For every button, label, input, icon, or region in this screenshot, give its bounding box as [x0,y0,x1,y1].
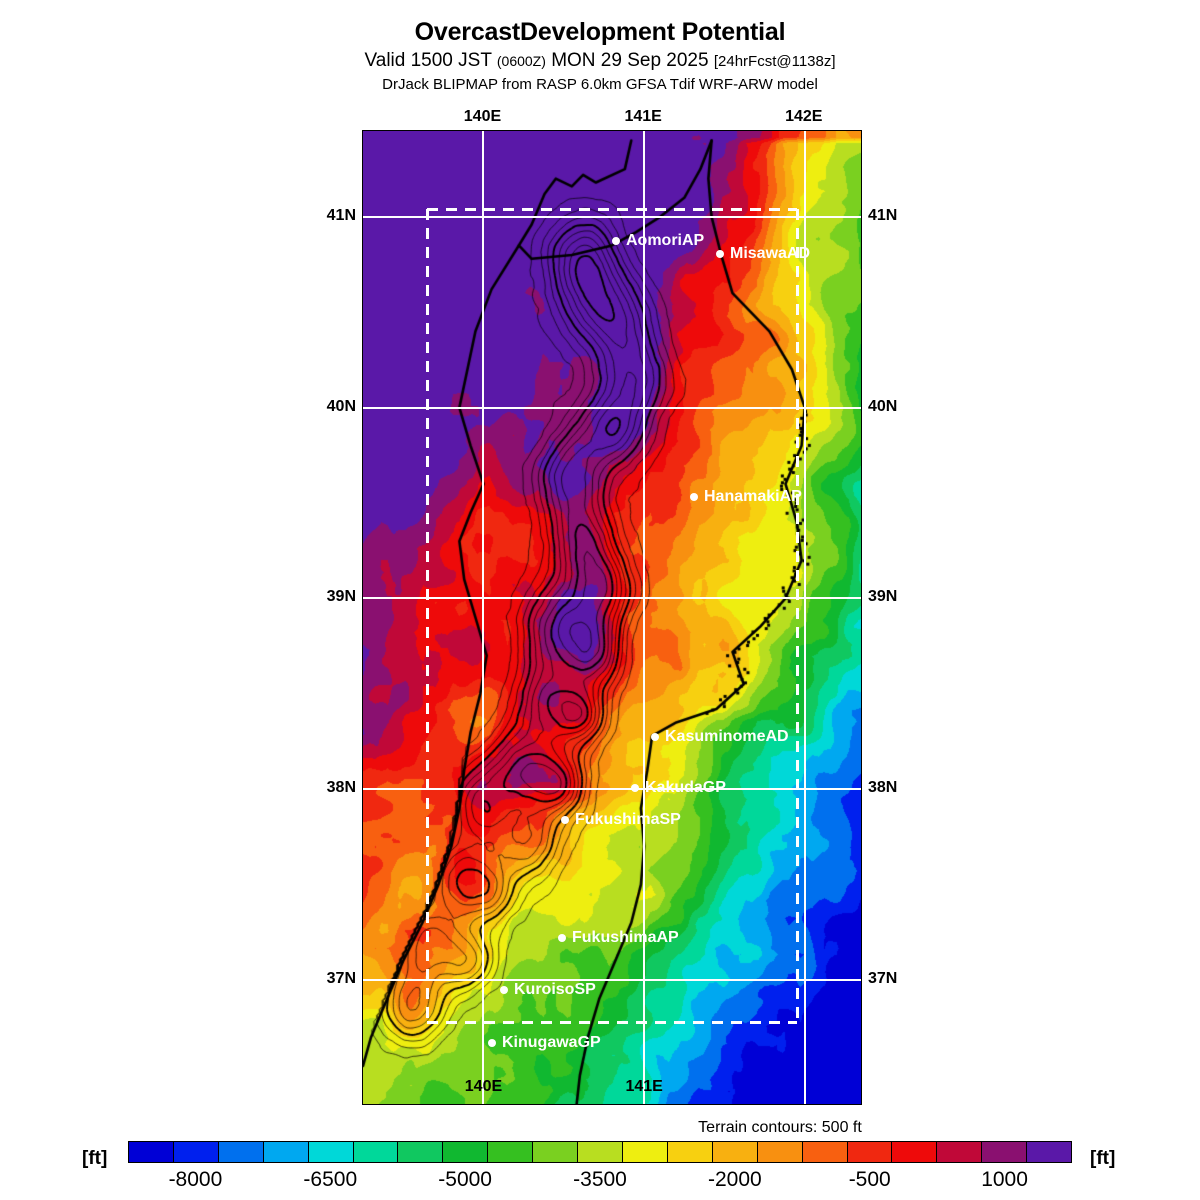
domain-box-bottom [427,1020,797,1024]
station-marker-fukushimasp[interactable]: FukushimaSP [561,812,681,828]
colorbar-tick--8000: -8000 [168,1168,223,1191]
station-dot-icon [561,816,569,824]
colorbar-segment-15 [802,1142,848,1162]
colorbar-tick-1000: 1000 [981,1168,1028,1191]
colorbar-segment-3 [263,1142,309,1162]
gridline-lat-41 [363,215,861,218]
station-label: HanamakiAP [704,488,802,505]
station-marker-kinugawagp[interactable]: KinugawaGP [488,1035,601,1051]
model-source-line: DrJack BLIPMAP from RASP 6.0km GFSA Tdif… [382,76,818,93]
station-label: KasuminomeAD [665,728,789,745]
station-dot-icon [716,250,724,258]
lon-label-bottom-141E: 141E [625,1078,663,1095]
colorbar-tick--6500: -6500 [303,1168,358,1191]
gridline-lat-39 [363,597,861,600]
valid-prefix: Valid 1500 JST [364,50,492,71]
lat-label-right-38N: 38N [868,779,898,797]
colorbar-segment-19 [982,1142,1028,1162]
lat-label-left-40N: 40N [326,397,356,415]
station-dot-icon [500,986,508,994]
lon-label-top-142E: 142E [785,108,823,125]
colorbar-segment-14 [757,1142,803,1162]
domain-box-left [426,209,430,1022]
colorbar-segment-2 [218,1142,264,1162]
gridline-lat-37 [363,978,861,981]
station-marker-aomoriap[interactable]: AomoriAP [612,233,704,249]
colorbar-segment-13 [712,1142,758,1162]
station-dot-icon [488,1039,496,1047]
gridline-lon-141 [643,131,646,1104]
colorbar-segment-20 [1027,1142,1072,1162]
lat-label-left-41N: 41N [326,206,356,224]
forecast-tag: [24hrFcst@1138z] [713,53,836,70]
station-label: KakudaGP [645,779,726,796]
lon-label-top-140E: 140E [463,108,502,125]
lat-label-right-40N: 40N [868,397,898,415]
station-label: MisawaAD [730,245,811,262]
terrain-contour-note: Terrain contours: 500 ft [698,1119,862,1136]
valid-utc: (0600Z) [496,53,546,69]
station-dot-icon [612,237,620,245]
colorbar-tick--2000: -2000 [707,1168,762,1191]
colorbar-segment-12 [667,1142,713,1162]
lat-label-right-39N: 39N [868,588,898,606]
station-label: KinugawaGP [502,1034,601,1051]
overcast-development-heatmap [363,131,861,1104]
colorbar-segment-18 [937,1142,983,1162]
page-title: OvercastDevelopment Potential [414,18,786,46]
colorbar-unit-left: [ft] [82,1148,108,1169]
colorbar-tick--5000: -5000 [438,1168,492,1191]
colorbar-segment-17 [892,1142,938,1162]
colorbar-segment-5 [353,1142,399,1162]
lon-label-bottom-140E: 140E [464,1078,503,1095]
station-marker-kuroisosp[interactable]: KuroisoSP [500,982,596,998]
domain-box-top [427,208,797,212]
colorbar-segment-11 [622,1142,668,1162]
colorbar-segment-0 [129,1142,174,1162]
station-dot-icon [690,493,698,501]
gridline-lon-140 [482,131,485,1104]
colorbar-segment-9 [533,1142,579,1162]
colorbar-segment-1 [173,1142,219,1162]
station-marker-hanamakiap[interactable]: HanamakiAP [690,489,802,505]
lat-label-left-39N: 39N [326,588,356,606]
valid-time-line: Valid 1500 JST (0600Z) MON 29 Sep 2025 [… [0,50,1200,73]
station-label: FukushimaAP [572,929,679,946]
colorbar-segment-4 [308,1142,354,1162]
colorbar-segment-16 [847,1142,893,1162]
colorbar [128,1141,1072,1163]
domain-box-right [795,209,799,1022]
colorbar-segment-8 [488,1142,534,1162]
lat-label-right-41N: 41N [868,206,898,224]
station-marker-kakudagp[interactable]: KakudaGP [631,780,726,796]
colorbar-tick--500: -500 [848,1168,891,1191]
gridline-lat-40 [363,406,861,409]
station-label: KuroisoSP [514,981,596,998]
map-plot-area: 140E 141E AomoriAP MisawaAD HanamakiAP Kasumi… [362,130,862,1105]
station-label: AomoriAP [626,232,705,249]
gridline-lat-38 [363,788,861,791]
station-marker-fukushimaap[interactable]: FukushimaAP [558,930,679,946]
valid-date: MON 29 Sep 2025 [551,50,709,71]
station-dot-icon [631,784,639,792]
colorbar-tick--3500: -3500 [573,1168,627,1191]
lon-label-top-141E: 141E [624,108,662,125]
lat-label-left-37N: 37N [326,969,356,987]
colorbar-unit-right: [ft] [1090,1148,1116,1169]
station-marker-kasuminomead[interactable]: KasuminomeAD [651,729,789,745]
station-marker-misawaad[interactable]: MisawaAD [716,246,810,262]
lat-label-right-37N: 37N [868,969,898,987]
station-label: FukushimaSP [575,811,681,828]
station-dot-icon [651,733,659,741]
colorbar-segment-7 [443,1142,489,1162]
gridline-lon-142 [803,131,806,1104]
lat-label-left-38N: 38N [326,779,356,797]
colorbar-segment-6 [398,1142,444,1162]
title-block: OvercastDevelopment Potential Valid 1500… [0,18,1200,94]
station-dot-icon [558,934,566,942]
colorbar-segment-10 [578,1142,623,1162]
